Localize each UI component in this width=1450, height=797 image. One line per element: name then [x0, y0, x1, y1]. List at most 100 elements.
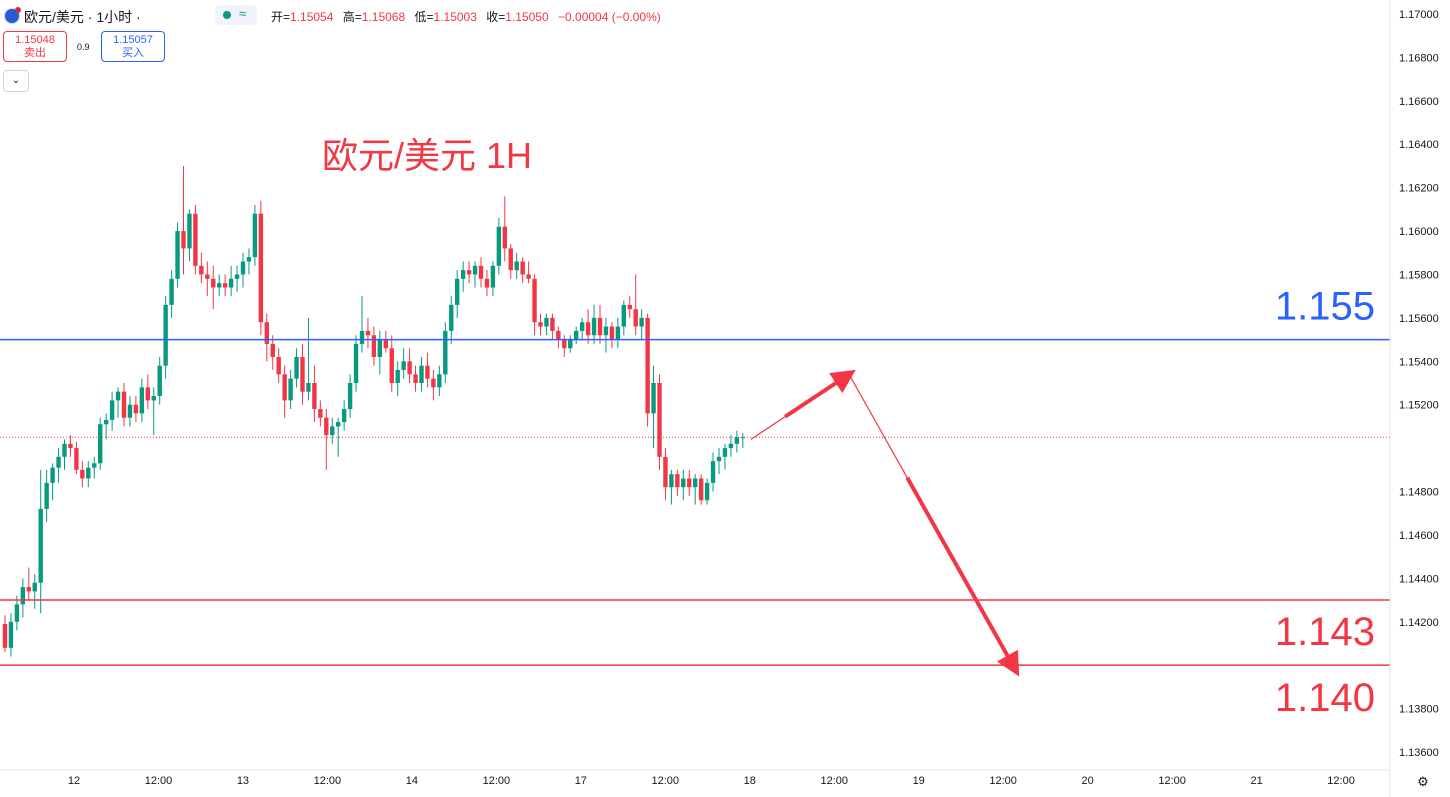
candle-body[interactable] — [193, 213, 198, 266]
candle-body[interactable] — [722, 448, 728, 457]
candle-body[interactable] — [395, 369, 400, 383]
candle-body[interactable] — [585, 322, 591, 336]
candle-body[interactable] — [336, 422, 341, 427]
candle-body[interactable] — [728, 443, 734, 449]
candle-body[interactable] — [401, 361, 406, 370]
candle-body[interactable] — [431, 378, 436, 388]
candle-body[interactable] — [663, 456, 668, 488]
candle-body[interactable] — [240, 261, 246, 275]
symbol-title[interactable]: 欧元/美元 · 1小时 · — [24, 9, 141, 25]
candle-body[interactable] — [50, 467, 55, 483]
candle-body[interactable] — [92, 463, 97, 468]
candle-body[interactable] — [419, 365, 424, 383]
candle-body[interactable] — [288, 378, 293, 401]
candle-body[interactable] — [258, 213, 264, 323]
candle-body[interactable] — [550, 317, 555, 331]
candle-body[interactable] — [300, 356, 305, 392]
candle-body[interactable] — [532, 278, 537, 323]
candle-body[interactable] — [508, 248, 513, 271]
candle-body[interactable] — [437, 374, 442, 388]
candle-body[interactable] — [211, 278, 216, 288]
candle-body[interactable] — [544, 317, 549, 327]
candle-body[interactable] — [109, 400, 115, 420]
candle-body[interactable] — [675, 474, 680, 488]
candle-body[interactable] — [389, 348, 394, 383]
candle-body[interactable] — [8, 621, 14, 648]
candle-body[interactable] — [264, 322, 269, 344]
candle-body[interactable] — [740, 437, 745, 439]
candle-body[interactable] — [669, 474, 674, 488]
candle-body[interactable] — [425, 365, 430, 379]
candle-body[interactable] — [466, 270, 472, 275]
candle-body[interactable] — [377, 339, 383, 357]
candle-body[interactable] — [14, 604, 20, 622]
candle-body[interactable] — [20, 587, 26, 605]
candle-body[interactable] — [693, 478, 698, 488]
candle-body[interactable] — [591, 317, 597, 336]
candle-body[interactable] — [353, 343, 359, 383]
buy-button[interactable]: 1.15057 买入 — [101, 31, 165, 62]
candle-body[interactable] — [556, 330, 561, 340]
candle-body[interactable] — [704, 482, 710, 501]
candle-body[interactable] — [74, 448, 79, 470]
candle-body[interactable] — [127, 404, 133, 418]
candle-body[interactable] — [199, 265, 204, 275]
candle-body[interactable] — [633, 309, 638, 327]
candle-body[interactable] — [407, 361, 412, 375]
candle-body[interactable] — [568, 339, 573, 349]
gear-icon[interactable]: ⚙ — [1417, 774, 1429, 789]
candle-body[interactable] — [181, 231, 186, 249]
candle-body[interactable] — [151, 396, 156, 401]
candle-body[interactable] — [276, 356, 281, 375]
candle-body[interactable] — [603, 326, 609, 336]
candle-body[interactable] — [318, 409, 323, 418]
candle-body[interactable] — [359, 330, 365, 344]
candle-body[interactable] — [413, 374, 418, 383]
candle-body[interactable] — [651, 383, 656, 414]
candle-body[interactable] — [222, 283, 228, 288]
candle-body[interactable] — [621, 304, 626, 327]
candle-body[interactable] — [103, 419, 109, 425]
market-status[interactable]: ≈ — [215, 5, 257, 25]
candle-body[interactable] — [62, 443, 67, 457]
candle-body[interactable] — [145, 387, 150, 401]
candle-body[interactable] — [645, 317, 650, 414]
candle-body[interactable] — [324, 417, 329, 436]
candle-body[interactable] — [163, 304, 168, 366]
candle-body[interactable] — [121, 391, 127, 418]
candle-body[interactable] — [187, 213, 192, 249]
candle-body[interactable] — [526, 274, 531, 279]
candle-body[interactable] — [639, 317, 644, 327]
candle-body[interactable] — [252, 213, 258, 258]
candle-body[interactable] — [478, 265, 484, 279]
candle-body[interactable] — [26, 587, 31, 592]
candle-body[interactable] — [383, 339, 388, 349]
candle-body[interactable] — [234, 274, 240, 279]
candle-body[interactable] — [490, 265, 496, 288]
candle-body[interactable] — [282, 374, 287, 401]
candle-body[interactable] — [698, 478, 704, 501]
sell-button[interactable]: 1.15048 卖出 — [3, 31, 67, 62]
chevron-down-icon[interactable]: ⌄ — [3, 70, 29, 92]
candle-body[interactable] — [217, 283, 222, 288]
candle-body[interactable] — [657, 383, 662, 457]
candle-body[interactable] — [98, 424, 103, 464]
candle-body[interactable] — [449, 304, 454, 331]
candle-body[interactable] — [538, 322, 543, 327]
candle-body[interactable] — [520, 261, 525, 275]
projection-arrow[interactable] — [784, 369, 856, 419]
candle-body[interactable] — [681, 478, 686, 488]
candle-body[interactable] — [341, 409, 347, 423]
projection-arrow[interactable] — [905, 476, 1020, 677]
candle-body[interactable] — [502, 226, 507, 249]
candle-body[interactable] — [734, 437, 740, 444]
candle-body[interactable] — [86, 467, 91, 479]
candle-body[interactable] — [139, 387, 145, 414]
candle-body[interactable] — [169, 278, 174, 305]
candle-body[interactable] — [347, 383, 353, 410]
candle-body[interactable] — [115, 391, 121, 401]
candle-body[interactable] — [294, 356, 299, 379]
candle-body[interactable] — [38, 508, 43, 583]
candle-body[interactable] — [455, 278, 460, 305]
